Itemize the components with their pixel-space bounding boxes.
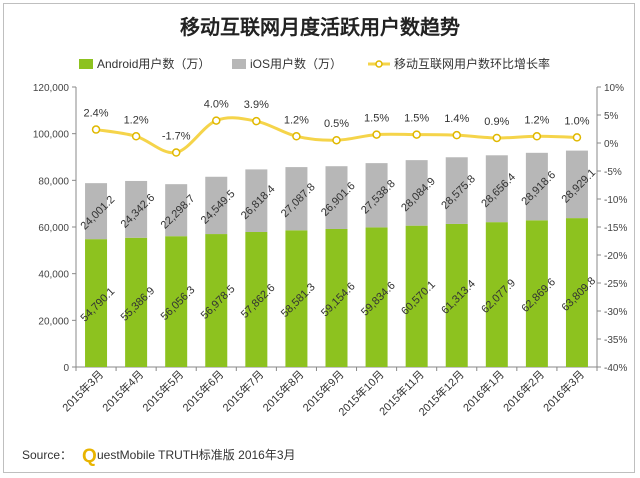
growth-value-label: 0.9% xyxy=(484,116,509,128)
x-tick-label: 2015年7月 xyxy=(219,367,266,414)
android-bar xyxy=(325,228,348,367)
growth-point xyxy=(452,130,461,140)
legend-android-label: Android用户数（万） xyxy=(97,56,210,71)
y-left-tick-label: 0 xyxy=(63,363,69,374)
y-right-tick-label: -15% xyxy=(604,223,627,234)
y-left-tick-label: 60,000 xyxy=(38,223,69,234)
growth-value-label: 2.4% xyxy=(83,108,108,120)
y-right-tick-label: -10% xyxy=(604,195,627,206)
android-bar xyxy=(285,230,308,367)
ios-bar xyxy=(565,150,588,219)
android-bar xyxy=(85,239,108,367)
android-bar xyxy=(365,227,388,367)
growth-value-label: 3.9% xyxy=(244,99,269,111)
growth-point xyxy=(91,125,101,134)
chart-canvas: 移动互联网月度活跃用户数趋势 Android用户数（万） iOS用户数（万） 移动互… xyxy=(22,15,627,467)
growth-value-label: 1.0% xyxy=(564,115,589,127)
legend-ios-label: iOS用户数（万） xyxy=(250,56,342,71)
growth-point xyxy=(171,148,181,157)
y-right-tick-label: -30% xyxy=(604,307,627,318)
ios-bar xyxy=(365,163,388,228)
y-left-tick-label: 120,000 xyxy=(33,83,70,94)
y-left-tick-label: 100,000 xyxy=(33,130,70,141)
growth-point xyxy=(292,132,301,141)
android-bar xyxy=(565,218,588,367)
growth-value-label: 1.2% xyxy=(124,114,149,126)
source-prefix: Source： xyxy=(22,448,72,462)
y-right-tick-label: 5% xyxy=(604,111,619,122)
android-bar xyxy=(485,222,508,367)
growth-point xyxy=(532,132,542,141)
growth-value-label: 4.0% xyxy=(204,99,229,111)
y-left-tick-label: 40,000 xyxy=(38,270,69,281)
ios-bar xyxy=(285,167,308,231)
ios-bar xyxy=(85,183,108,240)
growth-point xyxy=(412,130,421,139)
ios-bar xyxy=(445,157,468,224)
ios-bar xyxy=(245,169,268,232)
ios-bar xyxy=(405,160,428,226)
y-right-tick-label: 0% xyxy=(604,139,619,150)
source-text: uestMobile TRUTH标准版 2016年3月 xyxy=(97,448,296,462)
x-tick-label: 2015年4月 xyxy=(99,367,146,414)
x-tick-label: 2016年2月 xyxy=(500,367,547,414)
android-bar xyxy=(205,234,228,367)
ios-bar xyxy=(125,180,148,238)
growth-value-label: -1.7% xyxy=(162,131,191,143)
growth-value-label: 0.5% xyxy=(324,118,349,130)
x-tick-label: 2015年5月 xyxy=(139,367,186,414)
source-note: Source： Q uestMobile TRUTH标准版 2016年3月 xyxy=(22,446,296,467)
ios-bar xyxy=(325,166,348,229)
android-bar xyxy=(405,225,428,367)
legend: Android用户数（万） iOS用户数（万） 移动互联网用户数环比增长率 xyxy=(79,56,550,71)
growth-value-label: 1.5% xyxy=(404,113,429,125)
x-tick-label: 2015年3月 xyxy=(59,367,106,414)
y-right-tick-label: -40% xyxy=(604,363,627,374)
growth-value-label: 1.2% xyxy=(524,114,549,126)
growth-point xyxy=(372,130,381,139)
x-tick-label: 2015年8月 xyxy=(259,367,306,414)
ios-bar xyxy=(205,176,228,235)
android-bar xyxy=(245,231,268,367)
android-bar xyxy=(165,236,188,367)
growth-point xyxy=(492,133,502,143)
x-tick-label: 2015年6月 xyxy=(179,367,226,414)
growth-point xyxy=(131,132,141,141)
legend-ios-swatch xyxy=(232,59,246,69)
legend-growth-marker xyxy=(375,60,383,68)
growth-point xyxy=(332,135,341,145)
android-bar xyxy=(445,223,468,367)
y-left-tick-label: 20,000 xyxy=(38,316,69,327)
growth-value-label: 1.2% xyxy=(284,114,309,126)
growth-point xyxy=(572,133,582,142)
questmobile-logo-q: Q xyxy=(82,446,97,467)
android-bar xyxy=(525,220,548,367)
x-tick-label: 2016年3月 xyxy=(540,367,587,414)
growth-point xyxy=(252,116,261,126)
y-right-tick-label: -20% xyxy=(604,251,627,262)
legend-android-swatch xyxy=(79,59,93,69)
legend-growth-label: 移动互联网用户数环比增长率 xyxy=(394,56,550,71)
x-tick-label: 2016年1月 xyxy=(460,367,507,414)
growth-line xyxy=(91,116,582,157)
ios-bar xyxy=(485,155,508,223)
android-bar xyxy=(125,237,148,367)
y-right-tick-label: 10% xyxy=(604,83,624,94)
growth-point xyxy=(212,116,221,125)
y-left-tick-label: 80,000 xyxy=(38,176,69,187)
y-right-tick-label: -25% xyxy=(604,279,627,290)
y-right-tick-label: -5% xyxy=(604,167,622,178)
chart-frame: 移动互联网月度活跃用户数趋势 Android用户数（万） iOS用户数（万） 移动互… xyxy=(3,3,635,473)
ios-bar xyxy=(525,152,548,221)
growth-value-label: 1.5% xyxy=(364,113,389,125)
growth-value-label: 1.4% xyxy=(444,113,469,125)
bars xyxy=(85,150,588,367)
chart-title: 移动互联网月度活跃用户数趋势 xyxy=(180,15,460,39)
ios-bar xyxy=(165,184,188,237)
y-right-tick-label: -35% xyxy=(604,335,627,346)
